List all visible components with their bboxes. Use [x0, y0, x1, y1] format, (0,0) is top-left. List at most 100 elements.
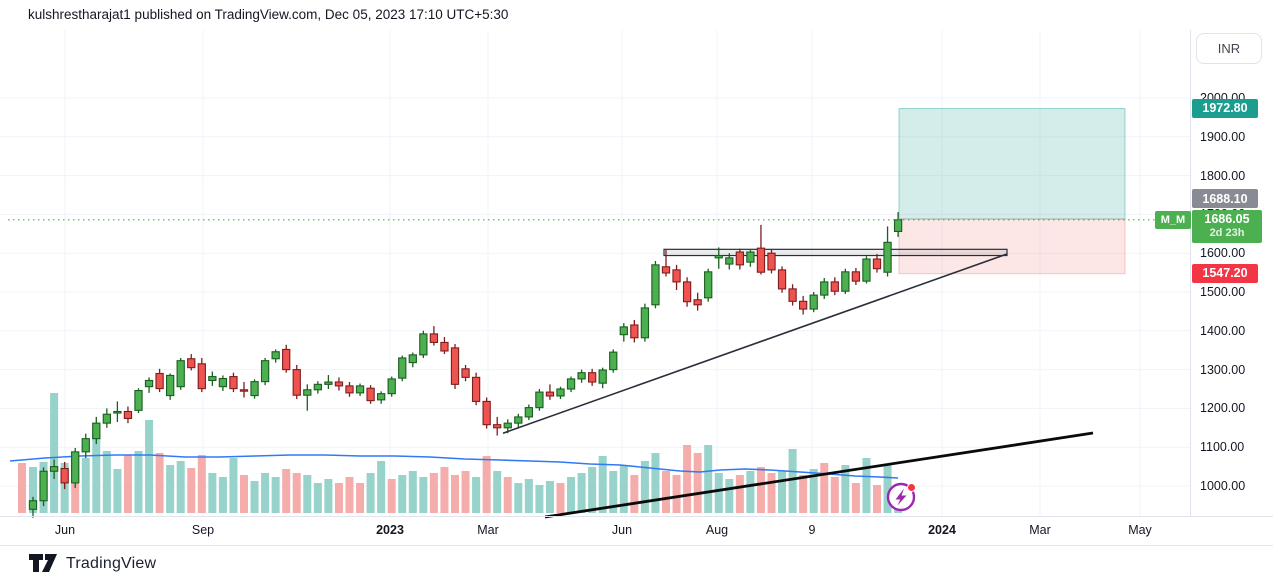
volume-bar [440, 467, 449, 513]
volume-bar [218, 477, 227, 513]
candle-body [756, 247, 766, 273]
candle-body [376, 393, 386, 401]
volume-bar [735, 475, 744, 513]
candle-body [693, 299, 702, 306]
ascending-trendline[interactable] [502, 253, 1008, 434]
candle-body [893, 219, 903, 233]
volume-bar [788, 449, 797, 513]
candle-body [566, 378, 576, 390]
candle-body [798, 300, 808, 310]
candle-body [714, 254, 723, 259]
time-tick-label: Sep [191, 523, 215, 537]
candle-body [208, 376, 217, 382]
volume-bar [102, 451, 111, 513]
candle-body [820, 281, 829, 296]
idea-marker-icon[interactable] [886, 482, 916, 512]
candle-body [60, 467, 69, 484]
volume-bar [809, 469, 818, 513]
volume-bar [282, 469, 291, 513]
candle-body [282, 348, 291, 371]
candle-body [324, 381, 333, 385]
chart-bottom-border [0, 545, 1273, 546]
candle-body [345, 385, 354, 394]
candle-body [883, 241, 892, 273]
candle-body [197, 363, 206, 390]
currency-button[interactable]: INR [1196, 33, 1262, 64]
volume-bar [683, 445, 692, 513]
volume-bar [472, 477, 481, 513]
candle-body [155, 372, 164, 390]
candle-body [704, 271, 713, 299]
candle-body [862, 258, 871, 282]
candle-body [587, 372, 597, 383]
alert-label[interactable]: M_M [1155, 211, 1191, 229]
volume-bar [841, 465, 850, 513]
candle-body [746, 251, 755, 263]
target-price-badge: 1972.80 [1192, 99, 1258, 119]
candle-body [493, 424, 502, 429]
candle-body [271, 351, 280, 360]
candle-body [545, 391, 555, 397]
volume-bar [799, 475, 808, 513]
candle-body [250, 381, 259, 397]
publish-header: kulshrestharajat1 published on TradingVi… [28, 7, 508, 22]
candle-body [260, 360, 270, 383]
volume-bar [514, 483, 523, 513]
volume-bar [714, 473, 723, 513]
price-tick-label: 1600.00 [1200, 246, 1246, 261]
volume-bar [92, 433, 101, 513]
candle-body [134, 390, 143, 411]
volume-bar [588, 467, 597, 513]
volume-ma-line [9, 454, 899, 479]
candle-body [176, 360, 185, 388]
candle-body [672, 269, 681, 283]
tradingview-logo-icon [29, 554, 57, 572]
volume-bar [577, 473, 586, 513]
volume-bar [29, 467, 37, 513]
volume-bar [640, 461, 649, 513]
candle-body [92, 422, 101, 440]
price-tick-label: 1000.00 [1200, 479, 1246, 493]
candle-body [366, 387, 375, 402]
time-tick-label: 2024 [928, 523, 956, 537]
time-tick-label: Aug [705, 523, 729, 537]
volume-bar [746, 471, 755, 513]
candle-body [440, 341, 449, 352]
candle-body [830, 281, 839, 292]
candle-body [450, 347, 460, 385]
volume-bar [408, 471, 417, 513]
volume-bar [303, 475, 312, 513]
price-tick-label: 1500.00 [1200, 285, 1246, 299]
volume-bar [598, 456, 607, 513]
candle-body [229, 376, 238, 390]
volume-bar [630, 475, 639, 513]
bar-countdown: 2d 23h [1209, 227, 1245, 240]
notification-dot [907, 483, 916, 492]
price-tick-label: 1900.00 [1200, 129, 1246, 144]
candle-body [113, 410, 122, 414]
candle-body [725, 257, 734, 265]
resistance-band[interactable] [663, 248, 1008, 257]
volume-bar [693, 453, 702, 513]
supply-zone-box[interactable] [898, 108, 1126, 220]
candle-body [239, 389, 249, 392]
price-axis-separator [1190, 30, 1191, 516]
volume-bar [651, 453, 660, 513]
candle-body [292, 369, 301, 396]
candle-body [334, 381, 344, 387]
volume-bar [387, 479, 396, 513]
volume-bar [208, 473, 217, 513]
time-tick-label: 9 [808, 523, 816, 537]
candle-body [535, 391, 544, 409]
volume-bar [609, 471, 618, 513]
candle-body [619, 326, 628, 336]
demand-zone-box[interactable] [898, 218, 1126, 275]
lower-trendline[interactable] [544, 431, 1094, 519]
candle-body [777, 269, 787, 290]
volume-bar [873, 485, 881, 513]
volume-bar [356, 483, 365, 513]
volume-bar [503, 477, 512, 513]
volume-bar [50, 393, 59, 513]
time-tick-label: May [1128, 523, 1152, 537]
